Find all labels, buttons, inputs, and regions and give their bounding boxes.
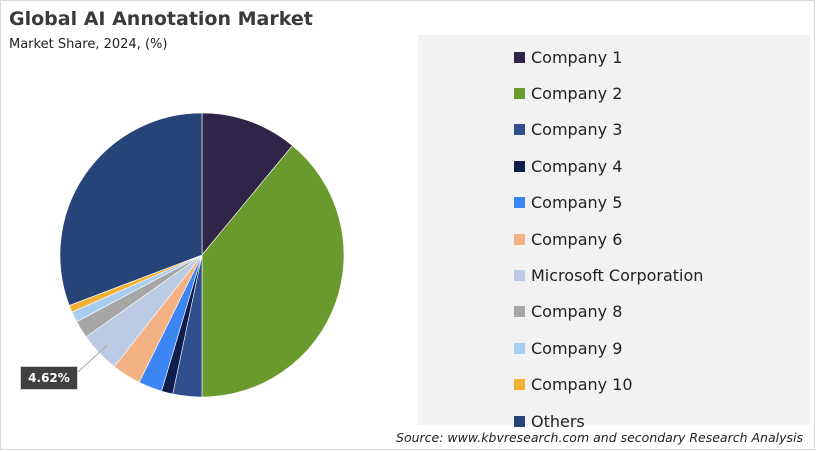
legend-label: Company 8	[531, 302, 623, 322]
legend-item-company-2: Company 2	[514, 75, 703, 111]
pie-slice-others	[59, 112, 203, 306]
data-label-microsoft-corporation: 4.62%	[20, 366, 78, 390]
legend-swatch	[514, 415, 525, 427]
legend-swatch	[514, 51, 525, 63]
legend-item-company-9: Company 9	[514, 330, 703, 366]
chart-title: Global AI Annotation Market	[9, 8, 313, 30]
legend-swatch	[514, 124, 525, 136]
legend-label: Company 9	[531, 338, 623, 358]
legend-label: Others	[531, 411, 585, 431]
legend-label: Company 6	[531, 229, 623, 249]
legend-swatch	[514, 379, 525, 391]
legend-swatch	[514, 306, 525, 318]
source-note: Source: www.kbvresearch.com and secondar…	[396, 430, 803, 445]
legend-item-company-10: Company 10	[514, 367, 703, 403]
legend-label: Company 3	[531, 120, 623, 140]
data-label-leader-line	[77, 344, 108, 373]
chart-subtitle: Market Share, 2024, (%)	[9, 37, 168, 52]
legend-label: Company 2	[531, 84, 623, 104]
legend-item-company-6: Company 6	[514, 221, 703, 257]
legend-label: Company 5	[531, 193, 623, 213]
legend-swatch	[514, 270, 525, 282]
legend-item-others: Others	[514, 403, 703, 439]
pie-slice-company-1	[201, 112, 293, 256]
legend-swatch	[514, 88, 525, 100]
legend-item-company-8: Company 8	[514, 294, 703, 330]
legend-label: Company 10	[531, 375, 633, 395]
pie-slice-company-2	[201, 145, 345, 398]
legend-swatch	[514, 197, 525, 209]
legend-item-microsoft-corporation: Microsoft Corporation	[514, 257, 703, 293]
legend-label: Microsoft Corporation	[531, 266, 704, 286]
legend-label: Company 4	[531, 156, 623, 176]
legend-panel: Company 1 Company 2 Company 3 Company 4 Comp…	[418, 35, 810, 431]
legend-item-company-5: Company 5	[514, 185, 703, 221]
legend-item-company-1: Company 1	[514, 39, 703, 75]
legend-item-company-3: Company 3	[514, 112, 703, 148]
legend-swatch	[514, 160, 525, 172]
legend-swatch	[514, 342, 525, 354]
legend: Company 1 Company 2 Company 3 Company 4 Comp…	[514, 39, 703, 439]
legend-item-company-4: Company 4	[514, 148, 703, 184]
legend-label: Company 1	[531, 47, 623, 67]
legend-swatch	[514, 233, 525, 245]
